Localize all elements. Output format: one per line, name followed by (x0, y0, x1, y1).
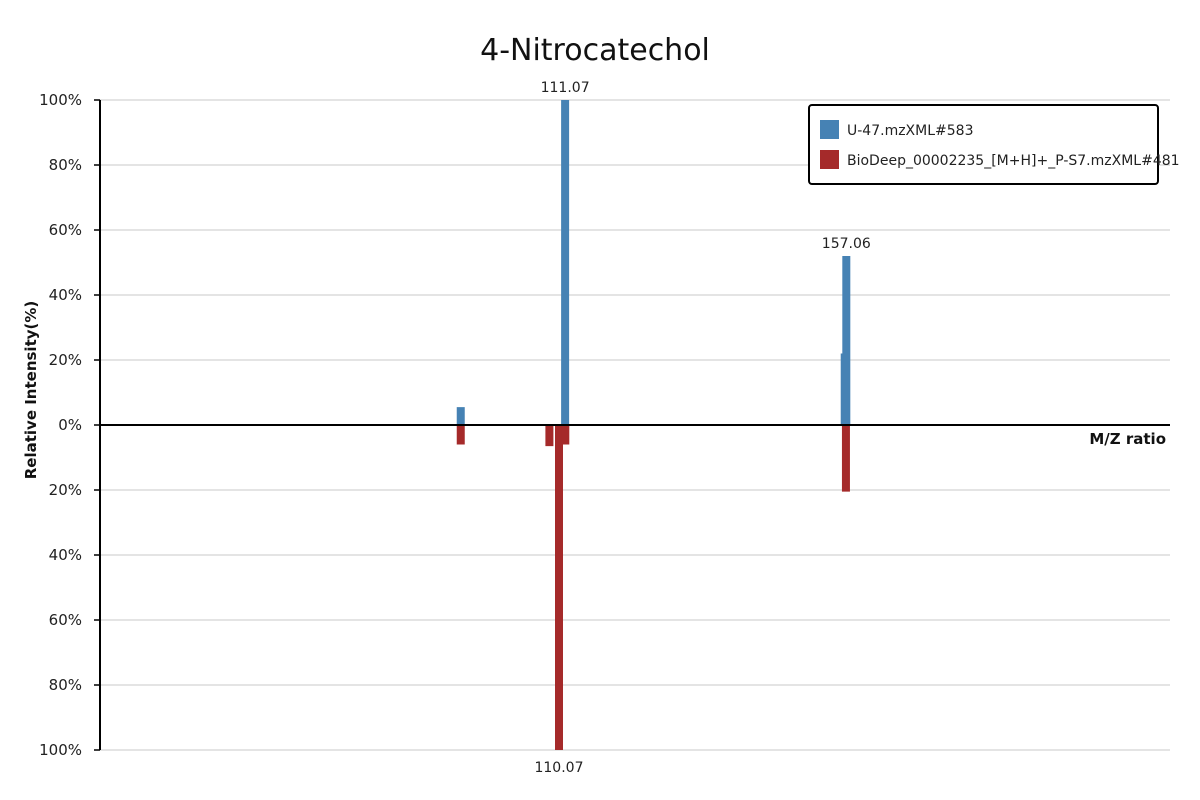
reference-peak-bar (456, 425, 465, 445)
y-tick-label: 20% (49, 351, 82, 369)
legend-swatch-query (820, 120, 839, 139)
y-tick-label: 40% (49, 546, 82, 564)
reference-peak-bar (545, 425, 554, 447)
query-peak-bar (561, 100, 570, 425)
peak-bars (456, 100, 851, 750)
legend: U-47.mzXML#583 BioDeep_00002235_[M+H]+_P… (808, 104, 1180, 185)
y-tick-label: 80% (49, 676, 82, 694)
grid-lines (100, 99, 1170, 751)
y-axis-label: Relative Intensity(%) (22, 301, 40, 480)
legend-label-reference: BioDeep_00002235_[M+H]+_P-S7.mzXML#481 (847, 153, 1180, 169)
y-tick-label: 60% (49, 221, 82, 239)
x-axis-label: M/Z ratio (1089, 430, 1166, 448)
y-tick-label: 60% (49, 611, 82, 629)
peak-labels: 111.07 157.06 110.07 (534, 80, 870, 776)
y-tick-label: 100% (39, 741, 82, 759)
reference-peak-bar (554, 425, 563, 750)
query-peak-bar (456, 407, 465, 425)
legend-swatch-reference (820, 150, 839, 169)
peak-label: 111.07 (541, 80, 590, 96)
peak-label: 110.07 (534, 760, 583, 776)
y-tick-label: 100% (39, 91, 82, 109)
legend-box (808, 104, 1159, 185)
reference-peak-bar (561, 425, 570, 445)
y-tick-label: 0% (58, 416, 82, 434)
legend-label-query: U-47.mzXML#583 (847, 123, 973, 139)
y-tick-label: 20% (49, 481, 82, 499)
reference-peak-bar (841, 425, 850, 492)
y-tick-label: 40% (49, 286, 82, 304)
y-tick-label: 80% (49, 156, 82, 174)
query-peak-bar (842, 256, 851, 425)
chart-title: 4-Nitrocatechol (480, 33, 710, 68)
y-axis-ticks: 100% 80% 60% 40% 20% 0% 20% 40% 60% 80% 100% (39, 91, 100, 759)
peak-label: 157.06 (822, 236, 871, 252)
